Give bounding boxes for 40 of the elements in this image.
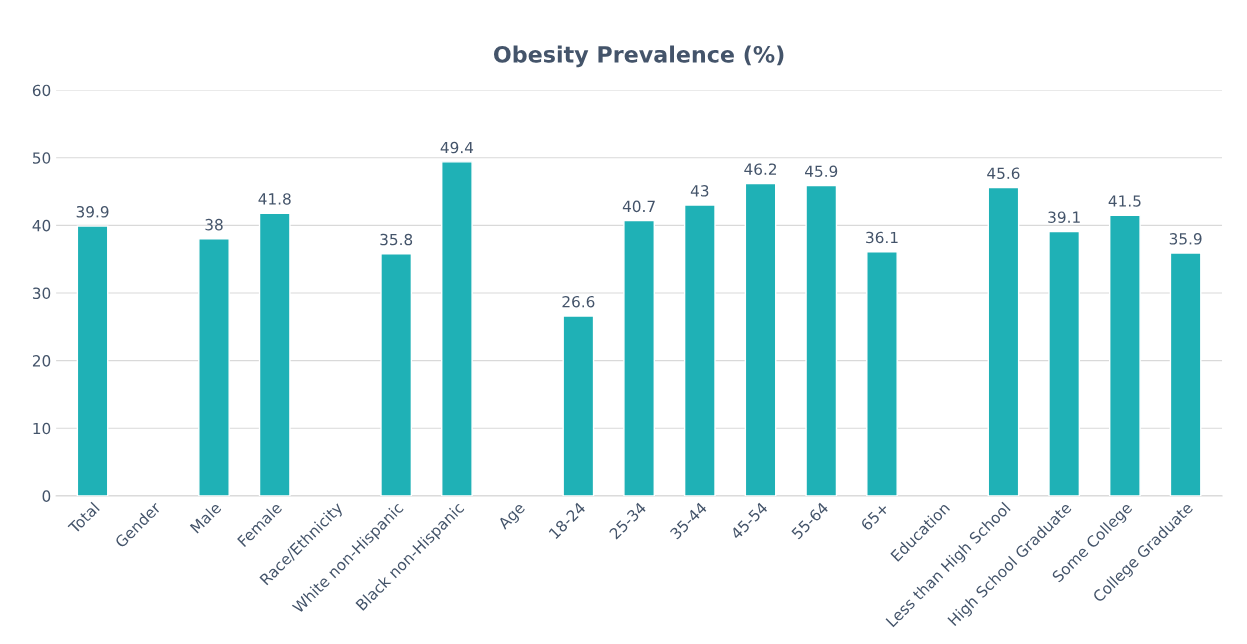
bar: [683, 204, 716, 496]
bar: [987, 186, 1020, 496]
data-label: 41.8: [258, 193, 291, 205]
data-label: 41.5: [1108, 195, 1141, 207]
y-tick-label: 30: [32, 287, 51, 300]
y-tick-label: 60: [32, 84, 51, 97]
x-tick-label: 65+: [860, 502, 890, 532]
bar: [623, 219, 655, 496]
data-label: 35.8: [380, 233, 413, 246]
bar: [1109, 214, 1141, 496]
bar: [441, 161, 473, 496]
data-label: 40.7: [622, 200, 655, 213]
y-tick-label: 0: [42, 490, 51, 502]
x-tick-label: Age: [497, 501, 528, 533]
bar: [744, 182, 777, 496]
bar: [380, 253, 413, 496]
bar: [198, 238, 230, 496]
data-label: 26.6: [562, 295, 595, 308]
bar: [258, 212, 291, 496]
data-label: 39.1: [1048, 211, 1080, 223]
bar: [1048, 230, 1081, 496]
bar: [805, 184, 838, 496]
y-tick-label: 20: [32, 355, 51, 367]
data-label: 35.9: [1169, 233, 1202, 245]
y-tick-label: 40: [32, 219, 51, 232]
bar: [76, 225, 109, 496]
y-tick-label: 10: [33, 422, 51, 435]
bar: [562, 315, 595, 496]
bar: [1169, 252, 1202, 496]
bar: [866, 251, 898, 496]
chart-title: Obesity Prevalence (%): [493, 45, 784, 68]
data-label: 49.4: [440, 141, 474, 154]
data-label: 39.9: [76, 206, 109, 218]
data-label: 36.1: [866, 231, 898, 244]
y-tick-label: 50: [32, 152, 51, 164]
data-label: 45.9: [805, 165, 838, 177]
data-label: 38: [205, 218, 223, 231]
data-label: 43: [690, 185, 709, 197]
data-label: 46.2: [744, 163, 777, 175]
data-label: 45.6: [987, 167, 1020, 180]
